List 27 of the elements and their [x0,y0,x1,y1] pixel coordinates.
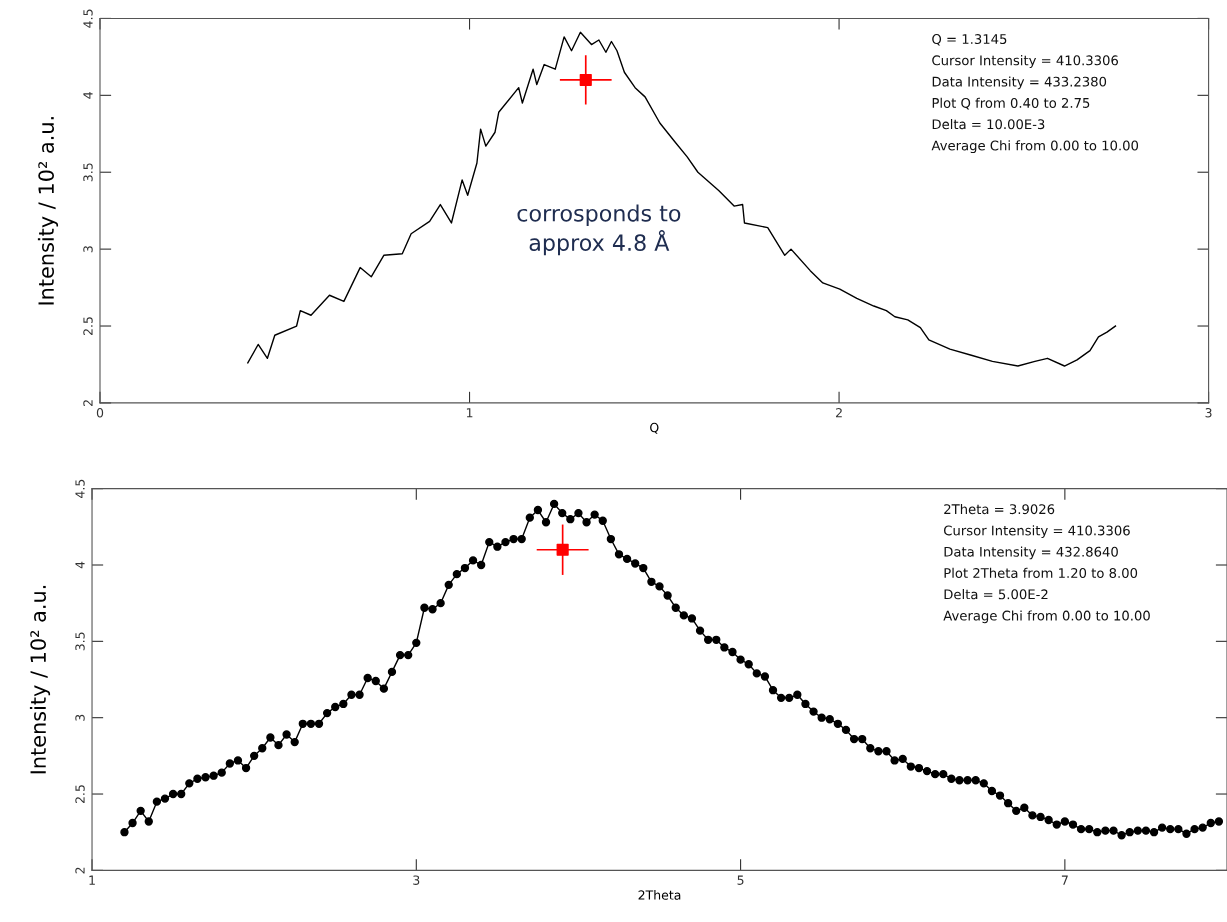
x-tick-label: 1 [466,408,473,418]
x-tick-label: 3 [1205,408,1212,418]
y-axis-title: Intensity / 10² a.u. [29,585,51,774]
annotation: Q = 1.3145 Cursor Intensity = 410.3306 Data Intensity = 433.2380 Plot Q from 0.40 to 2.75 Delta = 10.00E-3 Average Chi from 0.00 to 10.00 [931,34,1139,154]
x-tick-label: 0 [96,408,104,418]
y-tick-label: 3 [75,714,85,721]
x-axis-title: 2Theta [638,890,681,900]
y-tick-label: 4.5 [75,479,85,498]
x-tick-label: 3 [413,875,420,885]
x-tick-label: 1 [89,875,95,885]
y-tick-label: 3 [83,246,93,253]
y-tick-label: 2.5 [75,785,85,804]
x-tick-label: 2 [836,408,842,418]
annotation: corrosponds to approx 4.8 Å [517,204,681,256]
y-axis-title: Intensity / 10² a.u. [37,117,59,305]
y-tick-label: 2 [83,400,93,406]
x-tick-label: 5 [737,875,744,885]
y-tick-label: 2 [75,867,85,874]
y-tick-label: 3.5 [75,632,85,651]
y-tick-label: 2.5 [83,317,93,336]
y-tick-label: 3.5 [83,163,93,182]
annotation: 2Theta = 3.9026 Cursor Intensity = 410.3306 Data Intensity = 432.8640 Plot 2Theta from 1.20 to 8.00 Delta = 5.00E-2 Average Chi from 0.00 to 10.00 [943,503,1150,624]
x-axis-title: Q [650,422,659,434]
y-tick-label: 4 [75,561,85,569]
y-tick-label: 4 [83,92,93,99]
y-tick-label: 4.5 [83,9,93,28]
x-tick-label: 7 [1061,875,1068,885]
